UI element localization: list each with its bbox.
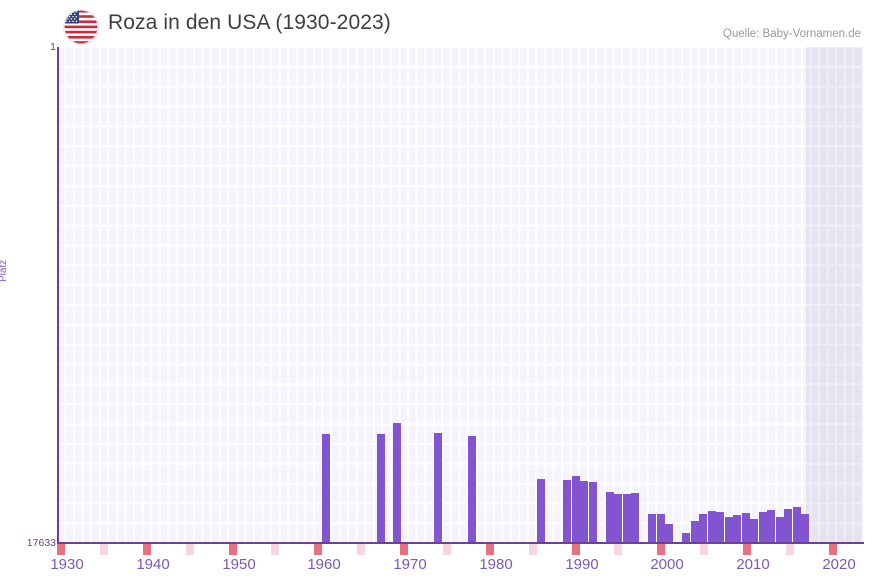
x-axis-label-1970: 1970 (393, 556, 427, 573)
grid-lines (57, 47, 863, 543)
bar-series (57, 47, 863, 543)
bar-1993[interactable] (580, 481, 588, 543)
bar-2013[interactable] (750, 519, 758, 543)
bar-1996[interactable] (606, 492, 614, 543)
x-marker-1930 (57, 544, 65, 555)
x-axis-marker-strip (57, 544, 863, 555)
x-marker-1950 (228, 544, 237, 555)
x-marker-1990 (571, 544, 580, 555)
x-axis-label-1940: 1940 (136, 556, 170, 573)
x-axis-label-1950: 1950 (222, 556, 256, 573)
bar-2012[interactable] (742, 513, 750, 543)
x-axis-label-1960: 1960 (307, 556, 341, 573)
bar-2002[interactable] (657, 514, 665, 543)
bar-2018[interactable] (793, 507, 801, 543)
bar-2016[interactable] (776, 517, 784, 543)
x-marker-1935 (99, 544, 108, 555)
y-axis-line (57, 47, 59, 544)
bar-1969[interactable] (377, 434, 385, 543)
bar-2011[interactable] (733, 515, 741, 543)
x-axis-label-1930: 1930 (50, 556, 84, 573)
x-axis-label-2020: 2020 (822, 556, 856, 573)
bar-1992[interactable] (572, 476, 580, 543)
x-marker-2005 (700, 544, 709, 555)
bar-2003[interactable] (665, 524, 673, 543)
y-axis-tick-bottom: 17633 (26, 537, 56, 549)
source-credit: Quelle: Baby-Vornamen.de (722, 28, 861, 40)
x-marker-2010 (743, 544, 751, 555)
x-marker-2000 (657, 544, 666, 555)
bar-1997[interactable] (614, 494, 622, 543)
bar-2010[interactable] (725, 517, 733, 543)
x-axis-label-2010: 2010 (736, 556, 770, 573)
bar-1991[interactable] (563, 480, 571, 543)
bar-1999[interactable] (631, 493, 639, 543)
x-marker-1965 (357, 544, 366, 555)
bar-2009[interactable] (716, 512, 724, 543)
x-marker-1955 (271, 544, 280, 555)
bar-2017[interactable] (784, 509, 792, 543)
x-axis-label-1990: 1990 (565, 556, 599, 573)
x-marker-2020 (828, 544, 837, 555)
bar-1970[interactable] (393, 423, 401, 543)
page-title: Roza in den USA (1930-2023) (108, 11, 391, 34)
bar-2008[interactable] (708, 511, 716, 543)
x-marker-1970 (400, 544, 408, 555)
y-axis-tick-top: 1 (50, 41, 56, 53)
bar-1989[interactable] (537, 479, 545, 543)
plot-area (57, 47, 863, 543)
bar-2019[interactable] (801, 514, 809, 543)
x-axis-line (57, 542, 864, 544)
x-marker-1960 (314, 544, 323, 555)
bar-2006[interactable] (691, 521, 699, 543)
us-flag-icon (64, 10, 98, 44)
x-axis-label-2000: 2000 (650, 556, 684, 573)
x-axis-label-1980: 1980 (479, 556, 513, 573)
x-marker-1995 (614, 544, 623, 555)
bar-1975[interactable] (434, 433, 442, 543)
x-marker-2015 (785, 544, 794, 555)
bar-1994[interactable] (589, 482, 597, 543)
bar-1980[interactable] (468, 436, 476, 543)
x-marker-1985 (528, 544, 537, 555)
bar-2005[interactable] (682, 533, 690, 543)
bar-2001[interactable] (648, 514, 656, 543)
bar-2015[interactable] (767, 510, 775, 543)
y-axis-title: Platz (0, 259, 9, 282)
x-marker-1945 (185, 544, 194, 555)
x-marker-1980 (485, 544, 494, 555)
bar-1962[interactable] (322, 434, 330, 543)
bar-2014[interactable] (759, 512, 767, 543)
bar-2007[interactable] (699, 514, 707, 543)
x-marker-1940 (142, 544, 151, 555)
x-marker-1975 (442, 544, 451, 555)
bar-1998[interactable] (623, 494, 631, 543)
